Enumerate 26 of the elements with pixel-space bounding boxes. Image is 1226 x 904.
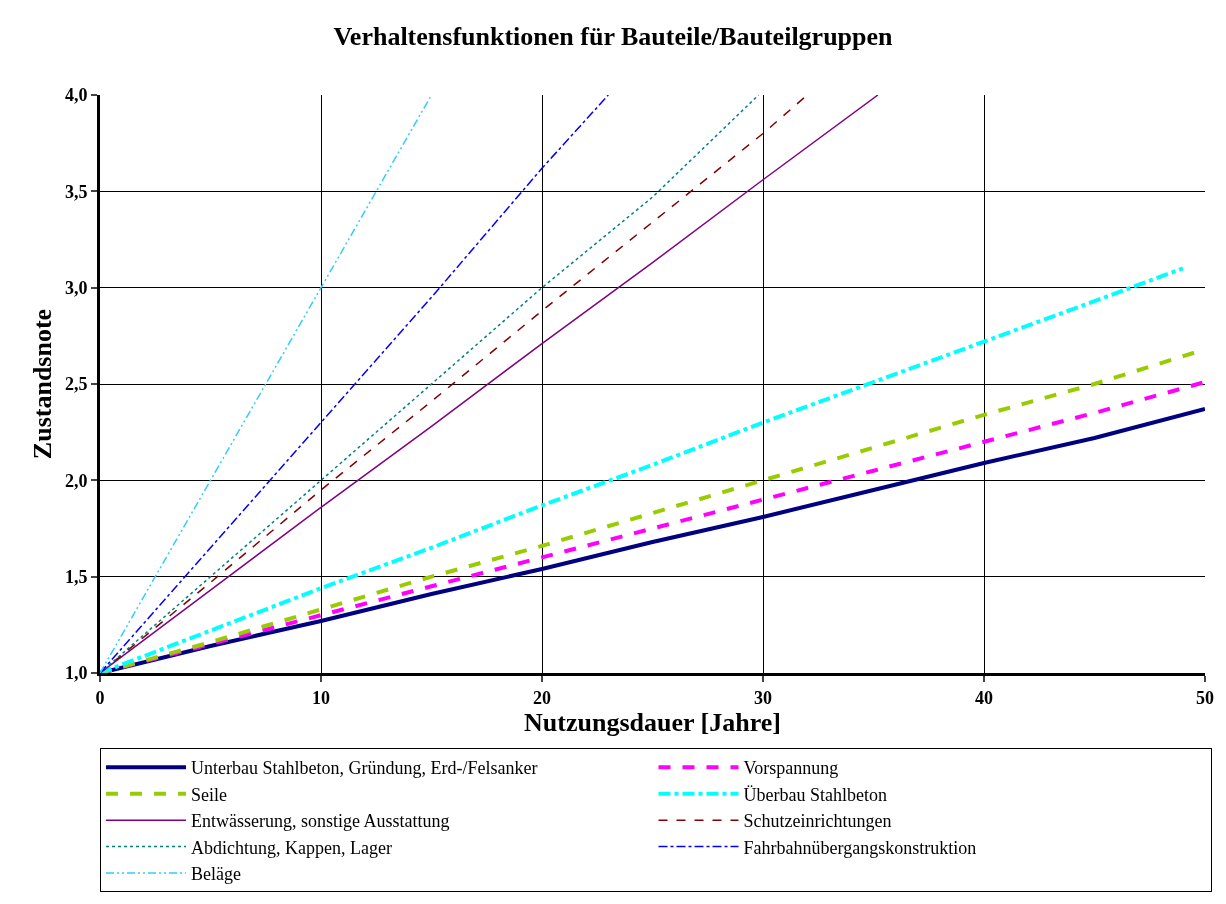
y-tick-label: 1,5: [64, 566, 88, 587]
x-tick-label: 40: [975, 687, 993, 708]
legend-label: Überbau Stahlbeton: [743, 784, 887, 805]
x-tick-label: 10: [312, 687, 330, 708]
legend-label: Unterbau Stahlbeton, Gründung, Erd-/Felsanker: [191, 758, 538, 779]
y-tick-label: 1,0: [64, 663, 88, 684]
y-tick-label: 4,0: [64, 85, 88, 106]
x-tick-label: 50: [1196, 687, 1214, 708]
legend-label: Seile: [191, 784, 227, 805]
y-tick-label: 3,0: [64, 277, 88, 298]
line-series: [100, 266, 1185, 673]
y-tick-label: 2,5: [64, 374, 88, 395]
legend-label: Abdichtung, Kappen, Lager: [191, 837, 392, 858]
x-axis-title: Nutzungsdauer [Jahre]: [524, 707, 781, 737]
x-tick-label: 20: [533, 687, 551, 708]
legend-label: Entwässerung, sonstige Ausstattung: [191, 811, 450, 832]
y-axis-title: Zustandsnote: [28, 308, 58, 460]
x-tick-label: 30: [754, 687, 772, 708]
legend-label: Vorspannung: [743, 758, 839, 779]
legend-label: Schutzeinrichtungen: [743, 811, 892, 832]
x-tick-label: 0: [95, 687, 105, 708]
y-tick-label: 3,5: [64, 181, 88, 202]
chart-title: Verhaltensfunktionen für Bauteile/Bauteilgruppen: [333, 22, 894, 52]
y-tick-label: 2,0: [64, 470, 88, 491]
legend-label: Beläge: [191, 863, 241, 884]
legend-label: Fahrbahnübergangskonstruktion: [743, 837, 977, 858]
